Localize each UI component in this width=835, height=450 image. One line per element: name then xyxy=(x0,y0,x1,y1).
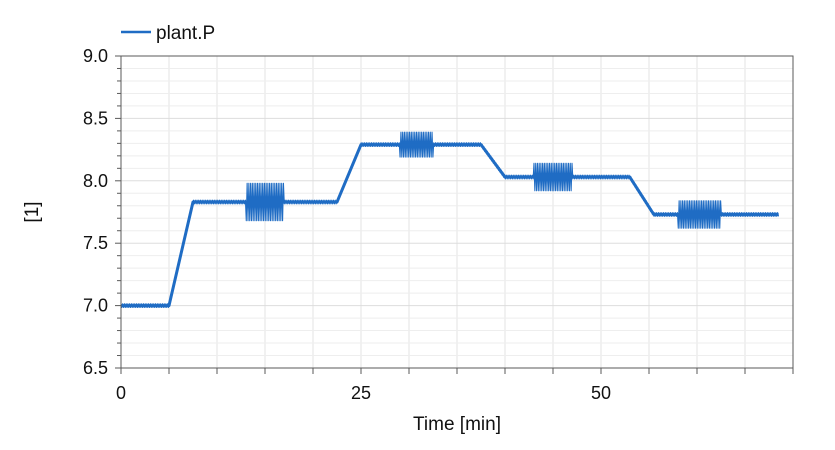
legend: plant.P xyxy=(121,23,215,44)
y-axis-title: [1] xyxy=(22,201,43,222)
x-tick-label: 0 xyxy=(116,383,126,403)
x-tick-label: 50 xyxy=(591,383,611,403)
y-tick-label: 6.5 xyxy=(83,358,108,378)
series-layer xyxy=(120,131,780,309)
y-tick-label: 8.0 xyxy=(83,171,108,191)
series-oscillation-band xyxy=(120,131,780,309)
x-tick-label: 25 xyxy=(351,383,371,403)
tick-labels: 0 25 50 6.5 7.0 7.5 8.0 8.5 9.0 xyxy=(83,46,611,403)
y-tick-label: 7.0 xyxy=(83,296,108,316)
x-axis-title: Time [min] xyxy=(413,414,501,435)
y-tick-label: 9.0 xyxy=(83,46,108,66)
grid xyxy=(121,56,793,368)
y-tick-label: 7.5 xyxy=(83,233,108,253)
y-tick-label: 8.5 xyxy=(83,108,108,128)
axis-ticks xyxy=(115,55,794,374)
legend-label-plant-p: plant.P xyxy=(156,23,215,44)
series-line-plant-p xyxy=(121,143,779,308)
